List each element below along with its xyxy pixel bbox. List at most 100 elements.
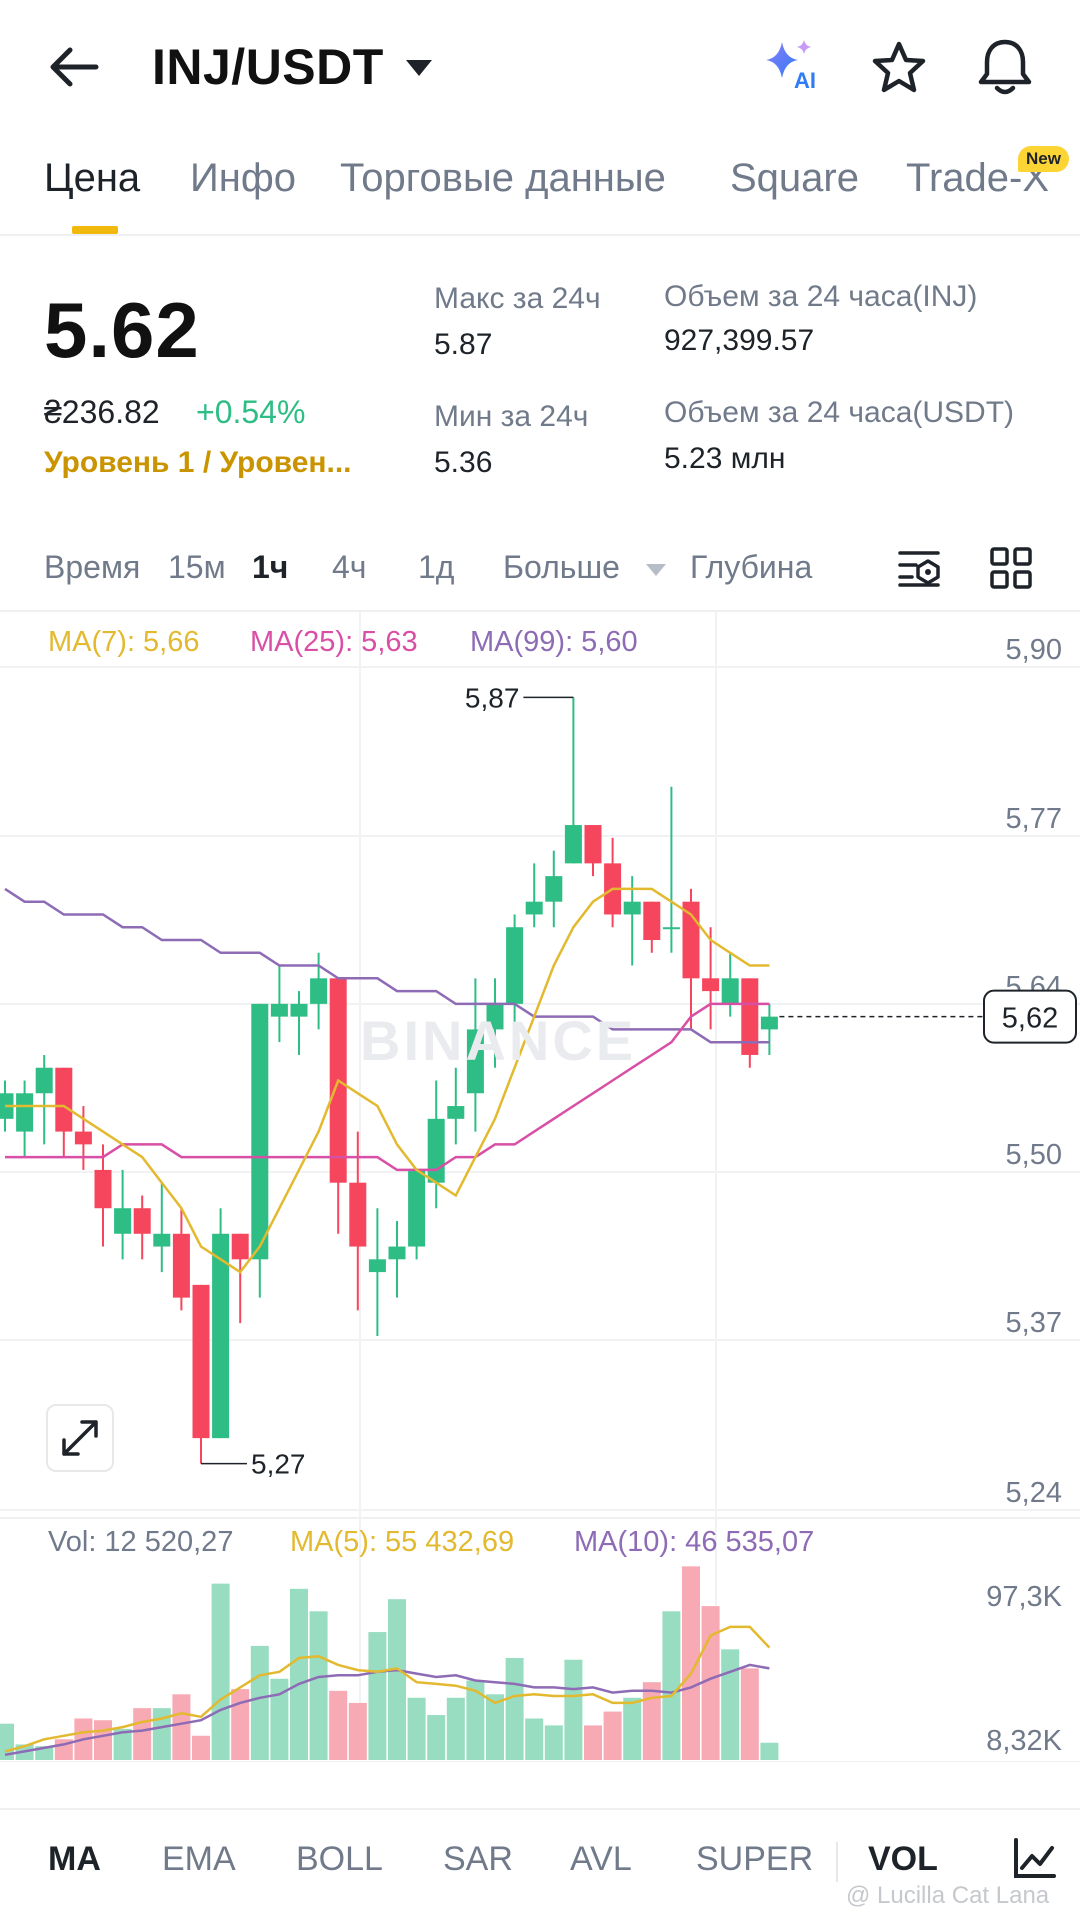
volume-bar <box>564 1659 583 1760</box>
indicator-avl[interactable]: AVL <box>570 1840 632 1878</box>
volume-bar <box>466 1680 485 1760</box>
candle-body <box>721 978 739 1004</box>
volume-bar <box>544 1725 563 1760</box>
tab-price[interactable]: Цена <box>44 156 141 200</box>
high-24h-value: 5.87 <box>434 328 493 361</box>
ma25-legend: MA(25): 5,63 <box>250 626 418 658</box>
tab-trading-data[interactable]: Торговые данные <box>340 156 666 200</box>
candle-body <box>231 1233 249 1260</box>
volume-bar <box>623 1697 642 1760</box>
vol-ma10-legend: MA(10): 46 535,07 <box>574 1526 815 1558</box>
candle-body <box>94 1169 112 1209</box>
volume-bar <box>309 1611 328 1760</box>
interval-time-label[interactable]: Время <box>44 549 141 585</box>
interval-4h[interactable]: 4ч <box>332 549 367 585</box>
volume-bar <box>368 1632 387 1760</box>
ma99-legend: MA(99): 5,60 <box>470 626 638 658</box>
caret-down-icon[interactable] <box>645 563 667 577</box>
volume-bar <box>760 1742 779 1760</box>
volume-bar <box>270 1678 289 1760</box>
volume-bar <box>740 1668 759 1760</box>
fullscreen-button[interactable] <box>46 1404 114 1472</box>
volume-bar <box>192 1735 210 1760</box>
bell-icon[interactable] <box>975 36 1035 98</box>
indicator-separator <box>836 1842 838 1882</box>
high-24h-label: Макс за 24ч <box>434 282 601 315</box>
volume-bar <box>290 1588 308 1760</box>
indicator-super[interactable]: SUPER <box>696 1840 814 1878</box>
chevron-down-icon[interactable] <box>404 58 434 78</box>
candle-body <box>486 1003 504 1030</box>
volume-bar <box>701 1606 720 1760</box>
indicator-vol[interactable]: VOL <box>868 1840 938 1878</box>
price-axis-label: 5,24 <box>1006 1477 1062 1509</box>
candle-body <box>74 1131 92 1145</box>
interval-1h[interactable]: 1ч <box>252 549 289 585</box>
price-axis-label: 5,90 <box>1006 634 1062 666</box>
candle-body <box>55 1067 73 1132</box>
volume-bar <box>407 1697 426 1760</box>
candle-body <box>172 1233 190 1298</box>
ma25-line <box>5 1002 770 1172</box>
svg-text:AI: AI <box>794 68 816 92</box>
interval-15m[interactable]: 15м <box>168 549 226 585</box>
candle-body <box>702 978 720 992</box>
indicator-chart-icon[interactable] <box>1010 1834 1058 1882</box>
tab-info[interactable]: Инфо <box>190 156 296 200</box>
candle-body <box>623 901 641 915</box>
expand-icon <box>62 1420 98 1456</box>
volume-bar <box>348 1702 367 1760</box>
price-change-percent: +0.54% <box>196 394 306 430</box>
section-tabs: Цена Инфо Торговые данные Square Trade-X <box>0 150 1080 236</box>
ai-sparkle-icon[interactable]: AI <box>762 36 826 92</box>
candle-body <box>368 1259 386 1273</box>
candle-body <box>564 825 582 864</box>
volume-base-value: 927,399.57 <box>664 324 815 357</box>
ma7-legend: MA(7): 5,66 <box>48 626 200 658</box>
interval-bar: Время 15м 1ч 4ч 1д Больше Глубина <box>0 535 1080 605</box>
pair-title[interactable]: INJ/USDT <box>152 39 384 95</box>
current-price-badge <box>983 989 1077 1044</box>
back-arrow-icon[interactable] <box>46 42 102 92</box>
interval-1d[interactable]: 1д <box>418 549 455 585</box>
active-tab-indicator <box>72 226 118 234</box>
new-badge: New <box>1018 146 1069 172</box>
chart-top-divider <box>0 610 1080 612</box>
volume-bar <box>642 1682 661 1760</box>
volume-bar <box>113 1728 132 1760</box>
indicator-ma[interactable]: MA <box>48 1840 101 1878</box>
candle-body <box>251 1003 269 1260</box>
vol-legend: Vol: 12 520,27 <box>48 1526 234 1558</box>
volume-bar <box>603 1711 622 1760</box>
volume-bar <box>211 1583 230 1760</box>
candle-body <box>349 1182 367 1247</box>
volume-bar <box>721 1649 740 1760</box>
volume-bar <box>133 1708 152 1760</box>
volume-bar <box>329 1690 348 1760</box>
depth-tab[interactable]: Глубина <box>690 549 813 585</box>
grid-layout-icon[interactable] <box>988 545 1034 591</box>
high-marker-label: 5,87 <box>465 682 520 713</box>
indicator-boll[interactable]: BOLL <box>296 1840 383 1878</box>
candle-body <box>741 978 759 1055</box>
tab-square[interactable]: Square <box>730 156 859 200</box>
candle-body <box>270 1003 288 1017</box>
indicator-ema[interactable]: EMA <box>162 1840 236 1878</box>
volume-bar <box>152 1708 171 1760</box>
candle-body <box>153 1233 171 1247</box>
kline-chart[interactable]: 5,905,775,645,505,375,245,875,275,6297,3… <box>0 612 1080 1762</box>
volume-bar <box>486 1694 504 1760</box>
candle-body <box>525 901 543 915</box>
chart-settings-icon[interactable] <box>896 545 942 591</box>
vol-ma5-legend: MA(5): 55 432,69 <box>290 1526 515 1558</box>
candle-body <box>662 927 680 930</box>
level-link[interactable]: Уровень 1 / Уровен... <box>44 446 352 479</box>
indicator-sar[interactable]: SAR <box>443 1840 513 1878</box>
candle-body <box>466 1029 484 1094</box>
star-icon[interactable] <box>870 40 928 96</box>
vol-ma5-line <box>4 1625 771 1753</box>
candle-body <box>16 1093 34 1132</box>
interval-more[interactable]: Больше <box>503 549 620 585</box>
volume-quote-value: 5.23 млн <box>664 442 786 475</box>
candle-body <box>427 1118 445 1183</box>
